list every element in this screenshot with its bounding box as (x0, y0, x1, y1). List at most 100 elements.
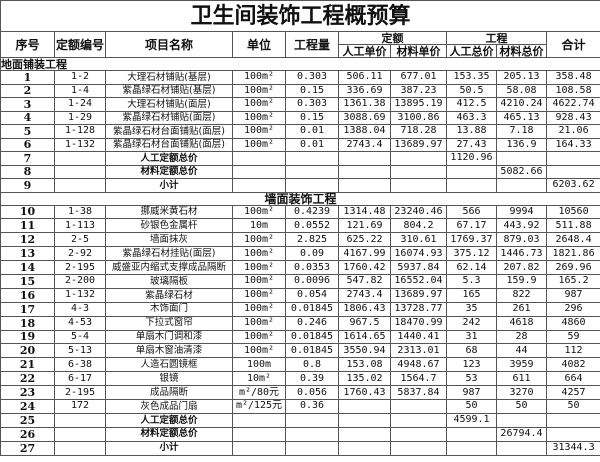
cell-lu[interactable] (338, 151, 391, 166)
cell-mt[interactable] (496, 151, 547, 166)
cell-seq[interactable]: 5 (0, 124, 55, 139)
cell-unit[interactable]: 100m² (232, 124, 286, 139)
cell-mu[interactable] (390, 440, 447, 456)
cell-qty[interactable] (285, 164, 339, 179)
cell-lt[interactable]: 123 (446, 357, 497, 373)
cell-seq[interactable]: 4 (0, 110, 55, 125)
cell-qty[interactable]: 0.09 (285, 246, 339, 262)
cell-qty[interactable]: 0.0096 (285, 273, 339, 289)
cell-seq[interactable]: 15 (0, 273, 55, 289)
header-labor-total[interactable]: 人工总价 (446, 44, 497, 58)
sheet-title[interactable]: 卫生间装饰工程概预算 (0, 0, 600, 32)
cell-unit[interactable] (232, 426, 286, 442)
cell-mu[interactable]: 804.2 (390, 218, 447, 234)
cell-unit[interactable] (232, 412, 286, 428)
cell-unit[interactable]: 100m² (232, 315, 286, 331)
cell-lt[interactable]: 50.5 (446, 83, 497, 98)
cell-name[interactable]: 紫晶绿石材挂贴(面层) (105, 246, 233, 262)
cell-seq[interactable]: 16 (0, 287, 55, 303)
cell-lt[interactable]: 13.88 (446, 124, 497, 139)
cell-seq[interactable]: 24 (0, 398, 55, 414)
cell-mu[interactable]: 13728.77 (390, 301, 447, 317)
cell-unit[interactable]: 100m² (232, 97, 286, 112)
cell-total[interactable]: 928.43 (545, 110, 600, 125)
cell-name[interactable]: 灰色成品门扇 (105, 398, 233, 414)
cell-unit[interactable]: 100m² (232, 137, 286, 152)
cell-unit[interactable]: 100m² (232, 232, 286, 248)
cell-unit[interactable]: 10m (232, 218, 286, 234)
cell-total[interactable]: 269.96 (545, 260, 600, 275)
cell-lu[interactable]: 547.82 (338, 273, 391, 289)
cell-code[interactable]: 5-4 (54, 329, 106, 345)
cell-code[interactable] (54, 440, 106, 456)
cell-lt[interactable]: 27.43 (446, 137, 497, 152)
cell-total[interactable]: 50 (545, 398, 600, 414)
cell-mu[interactable]: 1440.41 (390, 329, 447, 345)
cell-total[interactable] (545, 151, 600, 166)
cell-qty[interactable]: 0.01845 (285, 343, 339, 359)
cell-name[interactable]: 大理石材铺贴(基层) (105, 70, 233, 85)
cell-mu[interactable]: 16074.93 (390, 246, 447, 262)
cell-code[interactable] (54, 151, 106, 166)
cell-seq[interactable]: 2 (0, 83, 55, 98)
cell-mu[interactable]: 3100.86 (390, 110, 447, 125)
cell-mt[interactable]: 205.13 (496, 70, 547, 85)
cell-mt[interactable]: 1446.73 (496, 246, 547, 262)
cell-total[interactable]: 164.33 (545, 137, 600, 152)
cell-lt[interactable]: 62.14 (446, 260, 497, 275)
cell-code[interactable]: 2-195 (54, 385, 106, 400)
cell-unit[interactable]: 100m² (232, 204, 286, 220)
cell-seq[interactable]: 18 (0, 315, 55, 331)
cell-lu[interactable]: 1760.43 (338, 385, 391, 400)
cell-lu[interactable]: 2743.4 (338, 287, 391, 303)
cell-mt[interactable]: 26794.4 (496, 426, 547, 442)
cell-qty[interactable] (285, 440, 339, 456)
cell-code[interactable]: 1-38 (54, 204, 106, 220)
cell-lu[interactable]: 3088.69 (338, 110, 391, 125)
header-unit[interactable]: 单位 (232, 31, 286, 58)
cell-qty[interactable]: 0.0552 (285, 218, 339, 234)
cell-seq[interactable]: 21 (0, 357, 55, 373)
cell-mt[interactable]: 611 (496, 371, 547, 387)
section-title[interactable]: 墙面装饰工程 (0, 191, 600, 206)
cell-name[interactable]: 人造石圆镜框 (105, 357, 233, 373)
cell-unit[interactable]: 100m² (232, 301, 286, 317)
cell-lu[interactable]: 2743.4 (338, 137, 391, 152)
cell-total[interactable]: 21.06 (545, 124, 600, 139)
cell-lu[interactable]: 3550.94 (338, 343, 391, 359)
cell-lu[interactable]: 1361.38 (338, 97, 391, 112)
cell-unit[interactable]: 100m² (232, 329, 286, 345)
cell-seq[interactable]: 19 (0, 329, 55, 345)
cell-code[interactable] (54, 426, 106, 442)
cell-name[interactable]: 砂银色金属杆 (105, 218, 233, 234)
cell-unit[interactable]: 100m² (232, 273, 286, 289)
cell-mu[interactable] (390, 164, 447, 179)
cell-name[interactable]: 小计 (105, 178, 233, 193)
cell-name[interactable]: 紫晶绿石材铺贴(面层) (105, 110, 233, 125)
cell-mu[interactable]: 310.61 (390, 232, 447, 248)
cell-unit[interactable] (232, 178, 286, 193)
cell-total[interactable] (545, 412, 600, 428)
cell-mu[interactable]: 4948.67 (390, 357, 447, 373)
cell-mu[interactable] (390, 151, 447, 166)
cell-lu[interactable]: 1314.48 (338, 204, 391, 220)
cell-qty[interactable]: 0.4239 (285, 204, 339, 220)
cell-name[interactable]: 人工定额总价 (105, 151, 233, 166)
cell-unit[interactable]: 100m² (232, 287, 286, 303)
cell-name[interactable]: 人工定额总价 (105, 412, 233, 428)
cell-qty[interactable] (285, 426, 339, 442)
cell-qty[interactable]: 0.054 (285, 287, 339, 303)
cell-lt[interactable]: 153.35 (446, 70, 497, 85)
cell-code[interactable] (54, 412, 106, 428)
cell-qty[interactable]: 0.303 (285, 97, 339, 112)
cell-lu[interactable]: 1614.65 (338, 329, 391, 345)
cell-code[interactable]: 1-29 (54, 110, 106, 125)
cell-unit[interactable]: 100m² (232, 246, 286, 262)
cell-lu[interactable]: 1388.04 (338, 124, 391, 139)
cell-lt[interactable] (446, 164, 497, 179)
cell-lu[interactable]: 336.69 (338, 83, 391, 98)
cell-lu[interactable] (338, 412, 391, 428)
cell-qty[interactable]: 0.39 (285, 371, 339, 387)
cell-lu[interactable] (338, 426, 391, 442)
cell-lt[interactable]: 68 (446, 343, 497, 359)
